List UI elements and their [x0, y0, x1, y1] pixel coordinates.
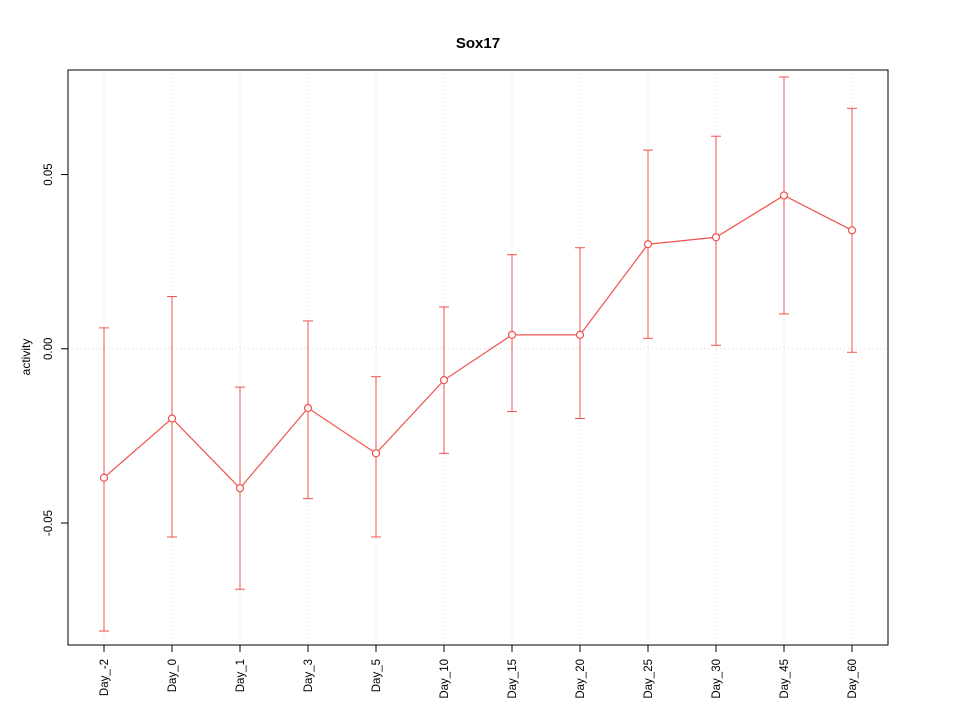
x-tick-label: Day_10	[439, 659, 451, 699]
chart-title: Sox17	[456, 35, 500, 52]
x-tick-label: Day_5	[371, 659, 383, 692]
series-line	[103, 194, 853, 490]
data-point-marker	[847, 226, 857, 235]
data-point-marker	[779, 191, 789, 200]
x-tick-label: Day_25	[643, 659, 655, 699]
axes-layer: -0.05 0.00 0.05 Day_-2 Day_0 Day_1 Day_3 Day_5 D…	[43, 69, 889, 699]
y-tick-label: -0.05	[43, 510, 55, 536]
x-tick-label: Day_1	[235, 659, 247, 692]
x-tick-label: Day_-2	[99, 659, 111, 696]
data-point-marker	[507, 330, 517, 339]
plot-box	[67, 69, 889, 646]
data-point-marker	[99, 473, 109, 482]
x-tick-label: Day_45	[779, 659, 791, 699]
gridlines-layer	[68, 70, 888, 645]
y-axis-label: activity	[19, 339, 33, 376]
data-layer	[99, 76, 857, 632]
data-point-marker	[235, 484, 245, 493]
data-point-marker	[167, 414, 177, 423]
x-tick-label: Day_3	[303, 659, 315, 692]
x-tick-label: Day_0	[167, 659, 179, 692]
x-tick-label: Day_20	[575, 659, 587, 699]
y-tick-label: 0.00	[43, 338, 55, 360]
data-point-marker	[303, 403, 313, 413]
data-point-marker	[575, 330, 585, 339]
y-tick-label: 0.05	[43, 163, 55, 185]
data-point-marker	[643, 240, 653, 249]
x-tick-label: Day_30	[711, 659, 723, 699]
data-point-marker	[371, 449, 381, 458]
x-tick-label: Day_60	[847, 659, 859, 699]
x-tick-label: Day_15	[507, 659, 519, 699]
data-point-marker	[711, 233, 721, 242]
data-point-marker	[439, 376, 449, 385]
